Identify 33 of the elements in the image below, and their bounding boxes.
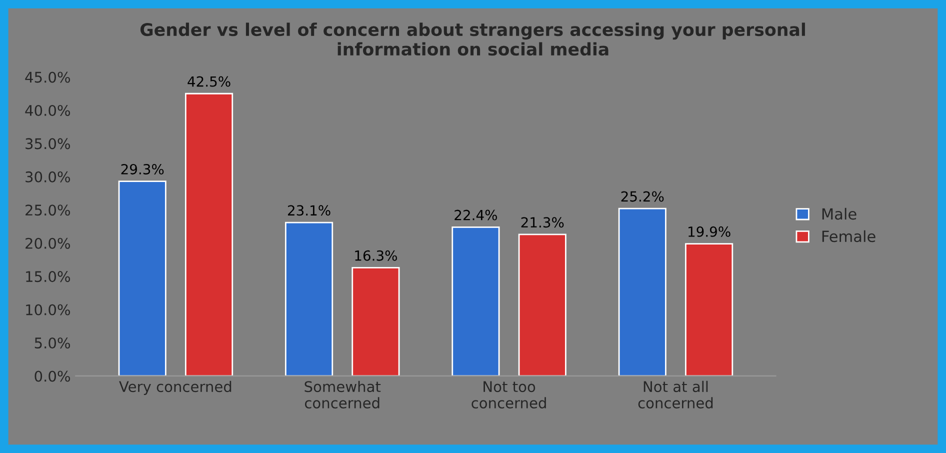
bar [618, 208, 666, 376]
y-tick-label: 45.0% [25, 72, 70, 83]
data-label: 19.9% [688, 226, 730, 237]
bar [685, 243, 734, 376]
bar [184, 92, 234, 376]
bar [352, 267, 400, 376]
y-tick-label: 25.0% [26, 204, 70, 216]
y-tick-label: 20.0% [26, 238, 70, 249]
x-tick-label: Not at all concerned [638, 380, 713, 408]
data-label: 29.3% [121, 164, 164, 174]
chart-title: Gender vs level of concern about strangers accessing your personal information on social media [140, 22, 805, 56]
bar [452, 226, 500, 376]
y-tick-label: 40.0% [25, 104, 70, 116]
x-tick-label: Very concerned [119, 380, 232, 395]
data-label: 25.2% [621, 191, 664, 202]
x-tick-label: Somewhat concerned [304, 380, 381, 408]
bar [284, 222, 334, 376]
legend-label: Male [822, 208, 856, 220]
bar [518, 234, 566, 376]
y-tick-label: 30.0% [26, 171, 70, 182]
y-tick-label: 5.0% [34, 337, 70, 349]
data-label: 23.1% [288, 205, 330, 216]
x-tick-label: Not too concerned [472, 381, 546, 408]
data-label: 42.5% [188, 76, 230, 87]
data-label: 22.4% [454, 210, 497, 220]
legend-label: Female [822, 230, 876, 242]
data-label: 21.3% [521, 217, 564, 228]
y-tick-label: 10.0% [26, 304, 70, 316]
y-tick-label: 35.0% [26, 138, 70, 150]
y-tick-label: 15.0% [26, 271, 70, 282]
bar [118, 180, 166, 376]
data-label: 16.3% [355, 250, 397, 261]
y-tick-label: 0.0% [34, 370, 70, 382]
